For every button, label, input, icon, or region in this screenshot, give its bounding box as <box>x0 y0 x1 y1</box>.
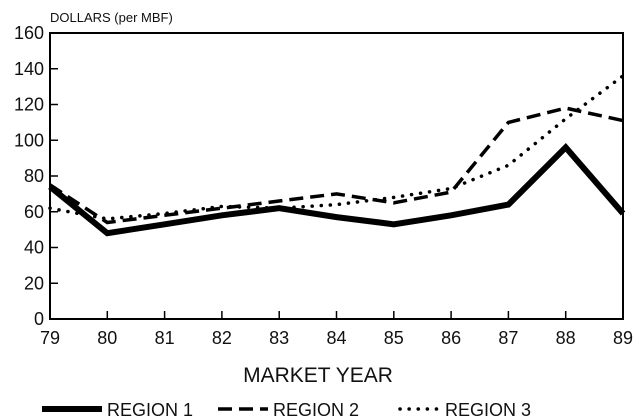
legend-label-region-3: REGION 3 <box>445 400 531 419</box>
x-tick-label: 80 <box>97 328 117 348</box>
x-tick-label: 79 <box>40 328 60 348</box>
x-tick-label: 88 <box>556 328 576 348</box>
x-tick-label: 83 <box>269 328 289 348</box>
x-tick-label: 82 <box>212 328 232 348</box>
y-tick-label: 160 <box>14 23 44 43</box>
legend-label-region-1: REGION 1 <box>107 400 193 419</box>
x-tick-label: 84 <box>326 328 346 348</box>
x-tick-label: 87 <box>498 328 518 348</box>
x-tick-label: 81 <box>155 328 175 348</box>
x-tick-label: 89 <box>613 328 633 348</box>
legend: REGION 1 REGION 2 REGION 3 <box>42 400 531 419</box>
legend-label-region-2: REGION 2 <box>273 400 359 419</box>
y-tick-label: 0 <box>34 309 44 329</box>
y-tick-label: 60 <box>24 202 44 222</box>
y-tick-label: 140 <box>14 59 44 79</box>
series-line-region-1 <box>48 143 626 237</box>
x-axis-title: MARKET YEAR <box>243 364 393 387</box>
series-lines <box>48 74 626 237</box>
y-tick-label: 120 <box>14 95 44 115</box>
x-tick-label: 86 <box>441 328 461 348</box>
y-tick-label: 100 <box>14 130 44 150</box>
y-tick-label: 80 <box>24 166 44 186</box>
series-line-region-2 <box>49 106 624 225</box>
x-tick-label: 85 <box>384 328 404 348</box>
y-axis-label: DOLLARS (per MBF) <box>50 10 173 25</box>
y-tick-label: 20 <box>24 273 44 293</box>
x-axis: 79 80 81 82 83 84 85 86 87 88 89 <box>40 311 633 348</box>
y-tick-label: 40 <box>24 238 44 258</box>
series-line-region-3 <box>48 74 625 221</box>
y-axis: 0 20 40 60 80 100 120 140 160 <box>14 23 58 329</box>
